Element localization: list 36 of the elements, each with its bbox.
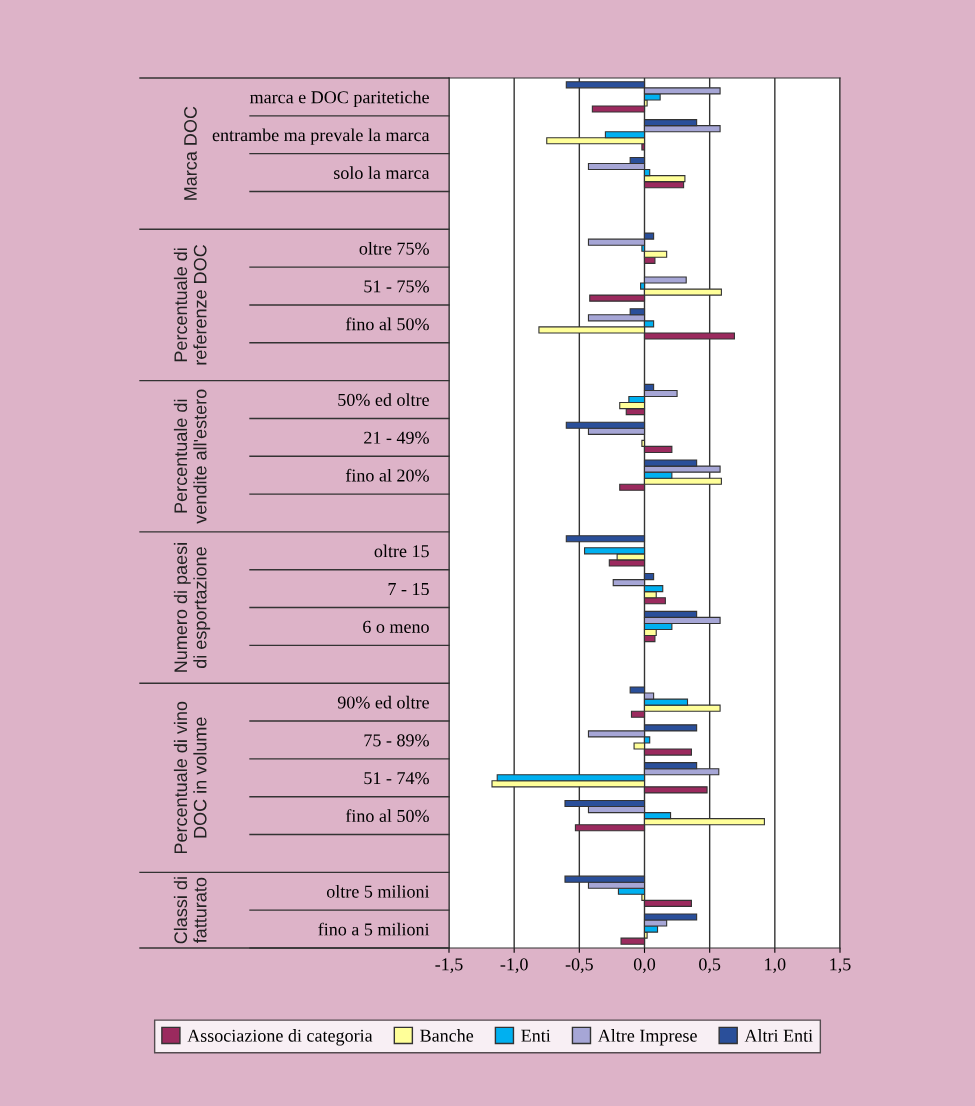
legend-label: Banche [420,1029,474,1042]
x-tick-label: -0,5 [565,958,593,974]
legend-label: Altre Imprese [597,1029,697,1046]
y-tick-label: 75 - 89% [364,734,429,747]
text: Percentuale di vino DOC in volume [173,701,207,854]
x-tick-label: 1,0 [765,958,786,974]
y-tick-label: 50% ed oltre [338,393,429,407]
y-tick-label: fino al 50% [345,809,429,823]
y-tick-label: fino a 5 milioni [318,922,430,936]
x-tick-label: -1,5 [435,958,463,974]
x-tick-label: 1,5 [830,958,851,974]
y-tick-label: 6 o meno [363,620,429,633]
y-tick-label: oltre 15 [374,544,429,558]
x-tick-label: 0,5 [699,958,721,974]
text: Marca DOC [184,106,197,200]
x-tick-label: -1,0 [500,958,528,974]
y-tick-label: entrambe ma prevale la marca [212,128,430,145]
y-tick-label: 7 - 15 [388,583,429,596]
x-tick-label: 0,0 [633,958,656,974]
text: Percentuale di vendite all'estero [173,389,207,524]
legend-label: Altri Enti [744,1029,813,1042]
y-tick-label: 90% ed oltre [337,695,429,709]
legend-label: Enti [521,1029,551,1042]
text: Classi di fatturato [173,877,207,944]
y-tick-label: solo la marca [334,166,430,180]
y-tick-label: 51 - 75% [364,280,429,293]
y-tick-label: oltre 5 milioni [326,885,430,898]
text: Percentuale di referenze DOC [173,244,207,365]
legend-label: Associazione di categoria [187,1029,373,1046]
y-tick-label: 51 - 74% [364,772,429,785]
y-tick-label: fino al 50% [345,317,429,331]
text: Numero di paesi di esportazione [173,543,211,672]
y-tick-label: marca e DOC paritetiche [249,90,429,108]
y-tick-label: 21 - 49% [364,431,429,444]
y-tick-label: oltre 75% [359,241,429,255]
y-tick-label: fino al 20% [345,468,429,482]
